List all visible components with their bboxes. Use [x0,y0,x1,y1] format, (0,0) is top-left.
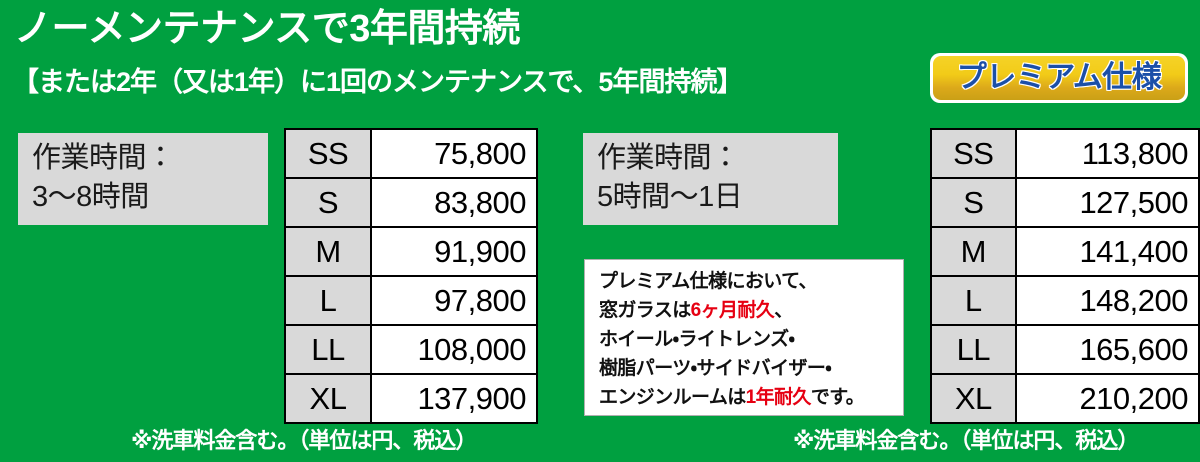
price-table-premium: SS 113,800 S 127,500 M 141,400 L 148,200… [930,128,1200,424]
size-cell: LL [930,324,1017,375]
note-line: エンジンルームは1年耐久です。 [599,384,903,413]
note-line: ホイール・ライトレンズ・ [599,326,903,355]
note-segment: プレミアム仕様において、 [599,271,818,292]
price-cell: 210,200 [1014,373,1200,424]
worktime-value-premium: 5時間〜1日 [597,181,743,214]
note-segment-highlight: 6ヶ月耐久 [690,299,775,321]
price-cell: 91,900 [370,226,538,277]
price-cell: 165,600 [1014,324,1200,375]
note-line: プレミアム仕様において、 [599,268,903,297]
price-cell: 148,200 [1014,275,1200,326]
size-cell: L [284,275,372,326]
note-segment-highlight: 1年耐久 [745,386,812,408]
premium-note-box: プレミアム仕様において、 窓ガラスは6ヶ月耐久、 ホイール・ライトレンズ・ 樹脂… [584,259,904,416]
premium-badge-label: プレミアム仕様 [956,61,1162,94]
footnote-standard: ※洗車料金含む。（単位は円、税込） [131,428,477,453]
size-cell: L [930,275,1017,326]
price-cell: 83,800 [370,177,538,228]
note-line: 樹脂パーツ・サイドバイザー・ [599,355,903,384]
note-segment: エンジンルームは [599,386,746,408]
table-row: M 91,900 [284,226,538,277]
price-table-standard-body: SS 75,800 S 83,800 M 91,900 L 97,800 LL … [284,128,538,424]
table-row: SS 75,800 [284,128,538,179]
note-segment: 窓ガラスは [599,299,691,321]
footnote-premium: ※洗車料金含む。（単位は円、税込） [793,428,1139,453]
price-cell: 97,800 [370,275,538,326]
price-cell: 108,000 [370,324,538,375]
size-cell: S [930,177,1017,228]
worktime-label-premium: 作業時間： [597,142,740,174]
table-row: S 83,800 [284,177,538,228]
table-row: S 127,500 [930,177,1200,228]
table-row: LL 108,000 [284,324,538,375]
price-table-premium-body: SS 113,800 S 127,500 M 141,400 L 148,200… [930,128,1200,424]
note-segment: 樹脂パーツ・サイドバイザー・ [599,357,832,379]
size-cell: XL [284,373,372,424]
table-row: XL 210,200 [930,373,1200,424]
worktime-box-premium: 作業時間： 5時間〜1日 [583,133,838,226]
price-cell: 75,800 [370,128,538,179]
premium-badge-inner: プレミアム仕様 [933,56,1185,100]
worktime-label-standard: 作業時間： [32,142,175,174]
worktime-value-standard: 3〜8時間 [32,181,149,214]
note-segment: です。 [810,386,865,408]
size-cell: M [284,226,372,277]
size-cell: SS [284,128,372,179]
table-row: L 97,800 [284,275,538,326]
premium-badge: プレミアム仕様 [930,53,1188,103]
size-cell: M [930,226,1017,277]
table-row: SS 113,800 [930,128,1200,179]
size-cell: LL [284,324,372,375]
price-cell: 127,500 [1014,177,1200,228]
table-row: M 141,400 [930,226,1200,277]
table-row: LL 165,600 [930,324,1200,375]
size-cell: SS [930,128,1017,179]
size-cell: XL [930,373,1017,424]
price-cell: 113,800 [1014,128,1200,179]
note-line: 窓ガラスは6ヶ月耐久、 [599,297,903,326]
note-segment: 、 [774,299,793,321]
size-cell: S [284,177,372,228]
worktime-box-standard: 作業時間： 3〜8時間 [18,133,268,226]
price-cell: 141,400 [1014,226,1200,277]
page-subheadline: 【または2年（又は1年）に1回のメンテナンスで、5年間持続】 [12,67,743,97]
price-cell: 137,900 [370,373,538,424]
table-row: XL 137,900 [284,373,538,424]
page-headline: ノーメンテナンスで3年間持続 [14,8,520,50]
table-row: L 148,200 [930,275,1200,326]
price-table-standard: SS 75,800 S 83,800 M 91,900 L 97,800 LL … [284,128,538,424]
note-segment: ホイール・ライトレンズ・ [599,328,795,350]
